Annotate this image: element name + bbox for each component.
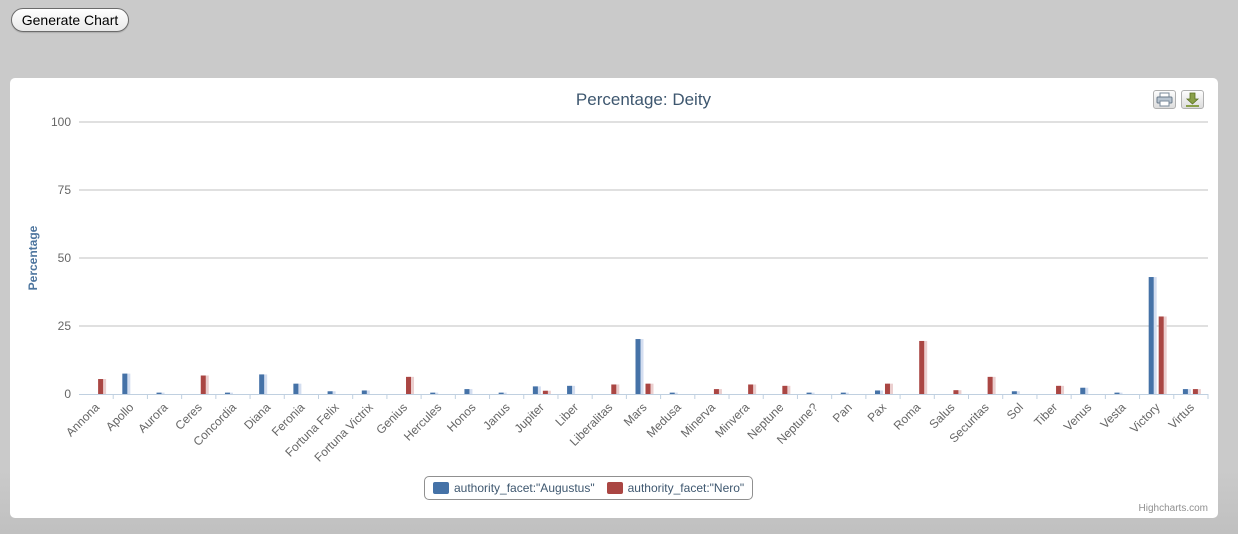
bar-augustus: [361, 390, 367, 394]
x-tick-label: Annona: [63, 400, 102, 439]
legend-label-augustus: authority_facet:"Augustus": [454, 481, 595, 495]
bar-augustus: [532, 386, 538, 394]
bar-augustus: [1011, 391, 1017, 394]
bar-nero: [611, 384, 617, 394]
bar-augustus: [259, 374, 265, 394]
x-tick-label: Sol: [1004, 400, 1026, 422]
credits-link[interactable]: Highcharts.com: [1138, 503, 1208, 514]
bar-nero: [1192, 389, 1198, 394]
bar-augustus: [224, 392, 230, 394]
x-tick-label: Pax: [865, 400, 890, 425]
bar-nero: [884, 383, 890, 394]
bar-augustus: [1148, 277, 1154, 394]
x-tick-label: Vesta: [1097, 400, 1128, 431]
download-icon: [1185, 92, 1200, 107]
x-tick-label: Apollo: [103, 400, 137, 434]
bar-nero: [406, 376, 412, 394]
bar-augustus: [293, 383, 299, 394]
printer-icon: [1156, 92, 1173, 107]
x-tick-label: Jupiter: [512, 400, 547, 435]
x-tick-label: Diana: [241, 400, 273, 432]
bar-augustus: [1182, 389, 1188, 394]
legend-label-nero: authority_facet:"Nero": [627, 481, 745, 495]
y-tick-label: 0: [64, 387, 71, 401]
bar-augustus: [156, 392, 162, 394]
chart-legend: authority_facet:"Augustus" authority_fac…: [424, 476, 754, 500]
y-tick-label: 100: [51, 115, 71, 129]
x-tick-label: Mars: [621, 400, 650, 429]
bar-augustus: [567, 385, 573, 394]
bar-nero: [645, 383, 651, 394]
x-tick-label: Liber: [552, 400, 581, 429]
x-tick-label: Hercules: [401, 400, 444, 443]
bar-nero: [953, 390, 959, 394]
x-tick-label: Tiber: [1031, 400, 1060, 429]
bar-augustus: [122, 373, 128, 394]
bar-augustus: [874, 390, 880, 394]
x-tick-label: Venus: [1061, 400, 1094, 433]
x-tick-label: Roma: [891, 400, 924, 433]
bar-augustus: [1080, 387, 1086, 394]
x-tick-label: Pan: [830, 400, 855, 425]
bar-nero: [919, 340, 925, 394]
legend-swatch-augustus: [433, 482, 449, 494]
x-tick-label: Salus: [926, 400, 957, 431]
bar-augustus: [464, 389, 470, 394]
bar-augustus: [635, 339, 641, 394]
bar-augustus: [430, 392, 436, 394]
chart-title: Percentage: Deity: [576, 90, 712, 109]
bar-nero: [713, 389, 719, 394]
bar-nero: [748, 384, 754, 394]
x-tick-label: Minerva: [678, 400, 718, 440]
y-tick-label: 50: [58, 251, 72, 265]
bar-nero: [200, 375, 206, 394]
bar-shadow: [261, 374, 268, 394]
bar-augustus: [840, 392, 846, 394]
y-axis-title: Percentage: [26, 225, 40, 290]
x-tick-label: Honos: [444, 400, 478, 434]
x-tick-label: Aurora: [135, 400, 171, 436]
bar-augustus: [806, 392, 812, 394]
legend-item-nero[interactable]: authority_facet:"Nero": [606, 481, 745, 495]
bar-augustus: [498, 392, 504, 394]
y-tick-label: 25: [58, 319, 72, 333]
bar-augustus: [1114, 392, 1120, 394]
y-tick-label: 75: [58, 183, 72, 197]
x-tick-label: Victory: [1127, 400, 1163, 436]
legend-swatch-nero: [606, 482, 623, 494]
bar-nero: [1056, 385, 1062, 394]
bar-augustus: [327, 391, 333, 394]
download-chart-button[interactable]: [1181, 90, 1204, 109]
generate-chart-button[interactable]: Generate Chart: [11, 8, 129, 32]
bar-nero: [987, 376, 993, 394]
bar-nero: [1158, 316, 1164, 394]
print-chart-button[interactable]: [1153, 90, 1176, 109]
x-tick-label: Ceres: [172, 400, 205, 433]
bar-nero: [782, 385, 788, 394]
bar-nero: [542, 390, 548, 394]
legend-item-augustus[interactable]: authority_facet:"Augustus": [433, 481, 595, 495]
bar-augustus: [669, 392, 675, 394]
chart-plot: Percentage: Deity 0 25 50 75 100 Percentage Ann…: [26, 90, 1209, 465]
chart-panel: Percentage: Deity 0 25 50 75 100 Percentage Ann…: [10, 78, 1218, 518]
bar-nero: [98, 379, 104, 394]
x-tick-label: Janus: [480, 400, 513, 433]
x-tick-label: Virtus: [1166, 400, 1197, 431]
x-tick-label: Medusa: [644, 400, 684, 440]
